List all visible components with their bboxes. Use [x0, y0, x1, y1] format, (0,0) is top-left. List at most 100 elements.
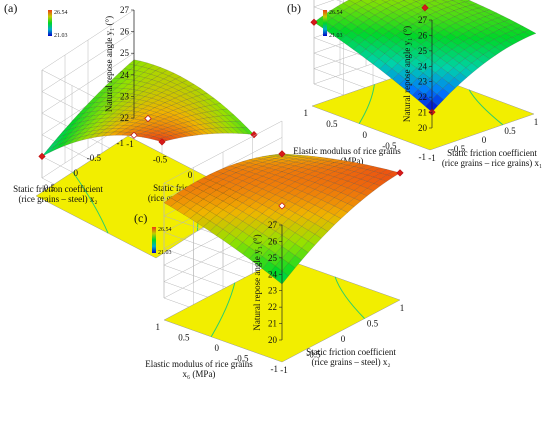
x-tick-label: 0.5	[504, 126, 516, 136]
contour-line	[468, 89, 504, 126]
panel-b: 20 21 22 23 24 25 26 27 Natural repose angle y₁ …	[287, 0, 542, 168]
surface-cell	[241, 127, 255, 135]
z-tick-label: 23	[418, 77, 428, 87]
x-tick-label: -0.5	[451, 144, 466, 154]
colorbar: 26.54 21.03	[152, 227, 172, 256]
colorbar: 26.54 21.03	[48, 10, 68, 39]
panel-label: (a)	[4, 1, 17, 15]
colorbar-min: 21.03	[54, 33, 68, 39]
y-tick-label: 0	[363, 130, 368, 140]
colorbar-min: 21.03	[158, 250, 172, 256]
y-tick-label: -0.5	[234, 354, 249, 364]
design-point	[158, 138, 166, 146]
design-point	[250, 131, 258, 139]
x-axis-label: Static friction coefficient(rice grains …	[442, 148, 542, 168]
colorbar-max: 26.54	[54, 10, 68, 16]
z-tick-label: 27	[120, 5, 130, 15]
colorbar-max: 26.54	[158, 227, 172, 233]
y-axis-label: Static friction coefficient (rice grains …	[13, 184, 103, 204]
x-tick-label: 0	[188, 170, 193, 180]
z-tick-label: 27	[418, 15, 428, 25]
z-tick-label: 21	[268, 319, 277, 329]
x-tick-label: -1	[428, 153, 436, 163]
x-tick-label: 1	[400, 303, 405, 313]
design-point	[396, 169, 404, 177]
z-tick-label: 24	[268, 269, 278, 279]
x-axis-label-line: (rice grains – steel) x₂	[311, 357, 390, 367]
z-tick-label: 25	[120, 48, 130, 58]
response-surface	[41, 59, 255, 157]
panel-label: (c)	[134, 211, 147, 225]
x-axis-label: Static friction coefficient(rice grains …	[306, 347, 396, 367]
y-tick-label: 0	[74, 168, 79, 178]
x-tick-label: -0.5	[153, 155, 168, 165]
colorbar-gradient	[152, 227, 156, 253]
colorbar-max: 26.54	[329, 10, 343, 16]
z-tick-label: 22	[268, 302, 277, 312]
y-tick-label: 0.5	[44, 183, 56, 193]
z-tick-label: 25	[268, 253, 278, 263]
panel-a: 22 23 24 25 26 27 Natural repose angle y₁ (°) -…	[4, 1, 258, 259]
z-tick-label: 20	[418, 123, 428, 133]
y-tick-label: 0.5	[326, 119, 338, 129]
x-tick-label: -1	[280, 365, 288, 375]
z-tick-label: 22	[418, 92, 427, 102]
x-tick-label: -0.5	[306, 350, 321, 360]
y-tick-label: 1	[156, 322, 161, 332]
y-tick-label: 1	[304, 108, 309, 118]
surface-cell	[425, 100, 438, 113]
y-tick-label: 0.5	[178, 333, 190, 343]
z-tick-label: 26	[120, 27, 130, 37]
y-tick-label: -0.5	[382, 141, 397, 151]
design-point	[38, 152, 46, 161]
z-tick-label: 23	[120, 91, 130, 101]
z-tick-label: 23	[268, 286, 278, 296]
design-point	[421, 4, 429, 12]
x-tick-label: -1	[126, 139, 134, 149]
x-axis-label-line: Static friction coefficient	[447, 148, 537, 158]
x-axis-label-line: Static friction coefficient	[306, 347, 396, 357]
x-axis-label-line: (rice grains – rice grains) x₁	[442, 158, 542, 168]
z-tick-label: 26	[268, 236, 278, 246]
colorbar-gradient	[323, 10, 327, 36]
colorbar-min: 21.03	[329, 33, 343, 39]
x-tick-label: 0	[482, 135, 487, 145]
y-axis-label-line: Static friction coefficient	[13, 184, 103, 194]
z-tick-label: 27	[268, 220, 278, 230]
y-axis-label-line: Elastic modulus of rice grains	[145, 359, 253, 369]
y-tick-label: 0	[215, 343, 220, 353]
z-tick-label: 25	[418, 46, 428, 56]
y-tick-label: -0.5	[87, 153, 102, 163]
contour-line	[210, 282, 236, 338]
design-point	[278, 150, 286, 158]
surface-cell	[370, 0, 377, 2]
y-axis-label-line: (rice grains – steel) x₂	[18, 194, 97, 204]
design-point	[278, 202, 286, 210]
response-surface	[313, 0, 537, 113]
y-tick-label: -1	[271, 364, 279, 374]
x-tick-label: 1	[534, 117, 539, 127]
z-axis-label: Natural repose angle y₁ (°)	[104, 16, 114, 112]
x-tick-label: 0	[341, 334, 346, 344]
panel-label: (b)	[287, 1, 301, 15]
x-tick-label: 0.5	[367, 319, 379, 329]
surface-cell	[41, 146, 54, 157]
z-axis-label: Natural repose angle y₁ (°)	[402, 26, 412, 122]
z-tick-label: 24	[418, 61, 428, 71]
y-tick-label: -1	[419, 152, 427, 162]
design-point	[310, 18, 318, 26]
contour-line	[358, 84, 375, 124]
y-axis-label-line: Elastic modulus of rice grains	[293, 146, 401, 156]
colorbar: 26.54 21.03	[323, 10, 343, 39]
z-axis-label: Natural repose angle y₁ (°)	[252, 234, 262, 330]
colorbar-gradient	[48, 10, 52, 36]
y-tick-label: -1	[117, 138, 125, 148]
y-axis-label-line: x₆ (MPa)	[183, 369, 216, 379]
z-tick-label: 22	[120, 113, 129, 123]
z-tick-label: 20	[268, 335, 278, 345]
design-point	[144, 114, 152, 123]
z-tick-label: 21	[418, 108, 427, 118]
response-surface	[163, 153, 401, 285]
z-tick-label: 26	[418, 30, 428, 40]
